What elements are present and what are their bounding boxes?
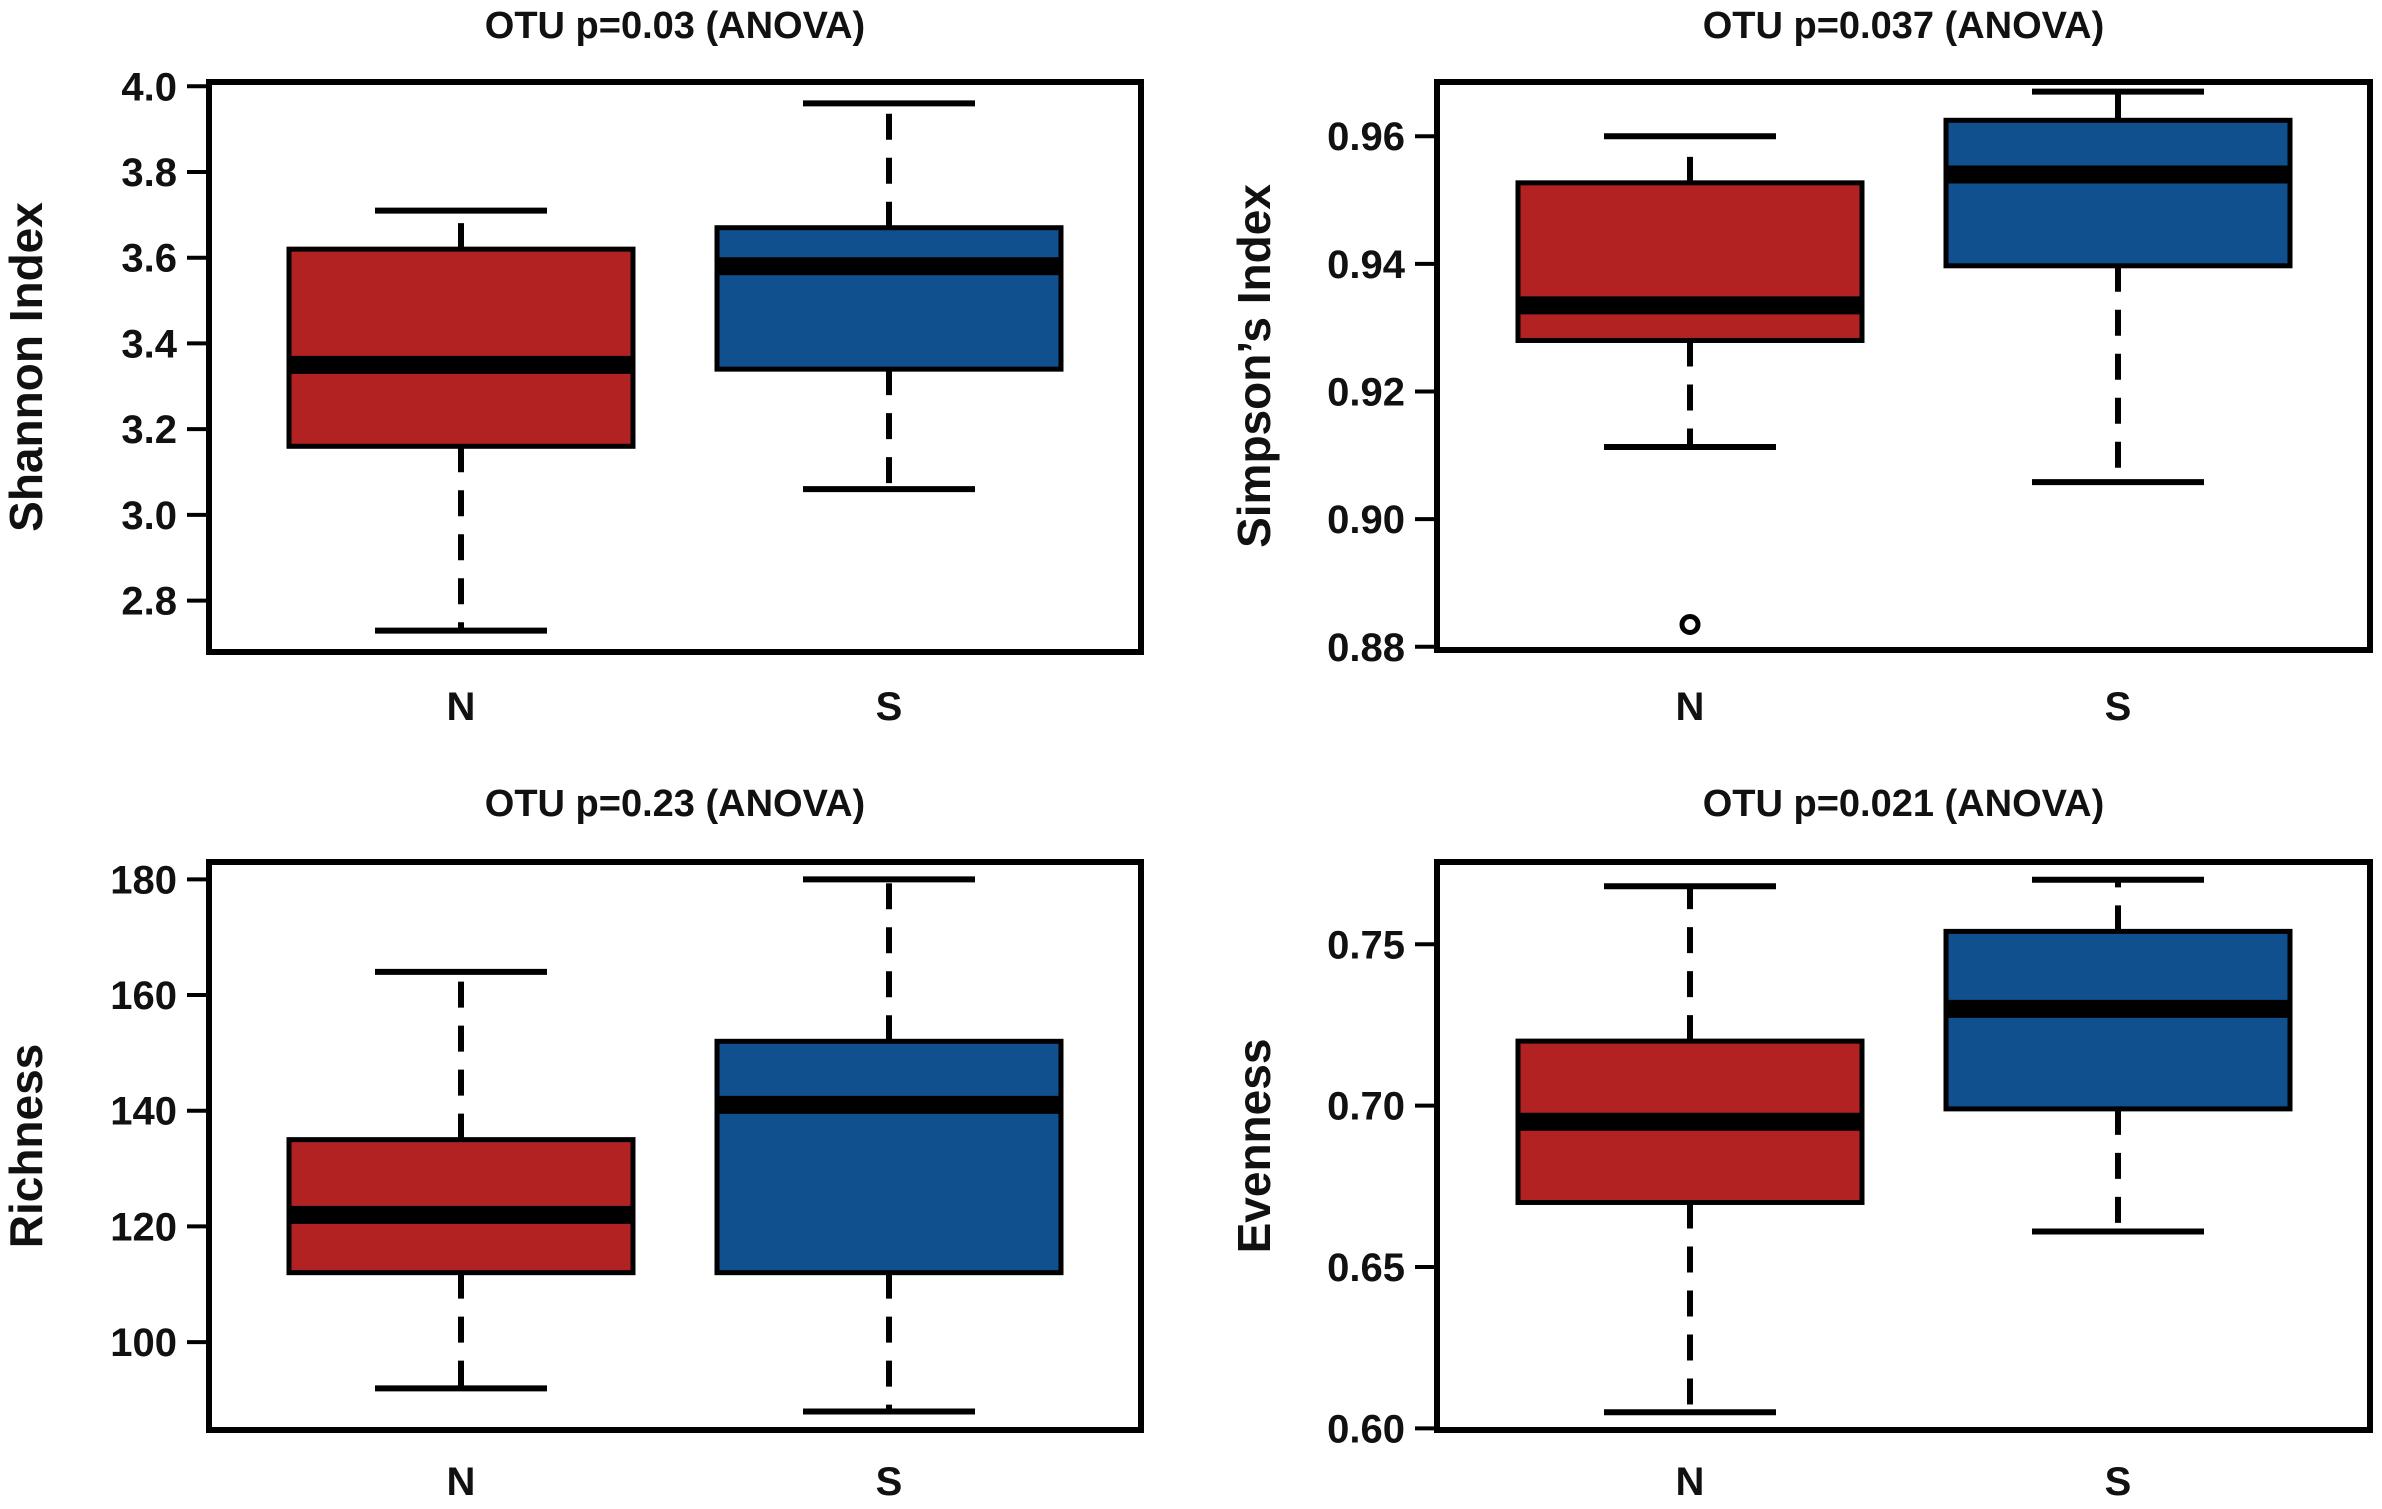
- y-tick-label: 3.2: [121, 408, 177, 452]
- chart-panel-1: OTU p=0.03 (ANOVA) Shannon Index 2.8 3.0 3.2…: [0, 5, 1144, 729]
- y-tick-label: 3.8: [121, 151, 177, 195]
- chart-title: OTU p=0.03 (ANOVA): [485, 5, 865, 47]
- box-N: [286, 207, 636, 634]
- y-tick-label: 120: [110, 1205, 177, 1249]
- chart-panel-3: OTU p=0.23 (ANOVA) Richness 100 120 140 160 18…: [0, 783, 1144, 1504]
- x-tick-label: S: [876, 1460, 903, 1504]
- y-tick-label: 0.60: [1327, 1407, 1405, 1451]
- y-tick-label: 2.8: [121, 580, 177, 624]
- y-tick-label: 4.0: [121, 65, 177, 109]
- x-tick-label: N: [1676, 1460, 1705, 1504]
- x-tick-label: S: [876, 685, 903, 729]
- x-tick-label: S: [2105, 1460, 2132, 1504]
- y-tick-label: 0.96: [1327, 115, 1405, 159]
- x-tick-label: N: [447, 1460, 476, 1504]
- y-tick-label: 0.88: [1327, 626, 1405, 670]
- iqr-box: [1943, 117, 2293, 269]
- chart-panel-2: OTU p=0.037 (ANOVA) Simpson’s Index 0.88 0.…: [1228, 5, 2373, 729]
- y-tick-label: 0.94: [1327, 243, 1406, 287]
- box-S: [1943, 88, 2293, 486]
- chart-title: OTU p=0.021 (ANOVA): [1703, 783, 2105, 825]
- y-tick-label: 100: [110, 1321, 177, 1365]
- iqr-box: [714, 225, 1064, 372]
- y-axis-label: Evenness: [1228, 1039, 1280, 1254]
- y-tick-label: 0.70: [1327, 1085, 1405, 1129]
- y-tick-label: 0.90: [1327, 498, 1405, 542]
- outlier-point: [1679, 613, 1701, 635]
- y-axis-label: Richness: [0, 1044, 52, 1249]
- plot-frame: [206, 79, 1144, 655]
- iqr-box: [286, 246, 636, 449]
- box-N: [1515, 133, 1865, 635]
- plot-frame: [1434, 859, 2373, 1433]
- y-tick-label: 160: [110, 974, 177, 1018]
- y-tick-label: 180: [110, 858, 177, 902]
- box-N: [1515, 883, 1865, 1416]
- box-N: [286, 968, 636, 1392]
- chart-title: OTU p=0.23 (ANOVA): [485, 783, 865, 825]
- x-tick-label: N: [447, 685, 476, 729]
- box-S: [714, 100, 1064, 493]
- iqr-box: [714, 1038, 1064, 1276]
- y-tick-label: 0.92: [1327, 371, 1405, 415]
- iqr-box: [1515, 180, 1865, 343]
- chart-panel-4: OTU p=0.021 (ANOVA) Evenness 0.60 0.65 0.70 0…: [1228, 783, 2373, 1504]
- chart-title: OTU p=0.037 (ANOVA): [1703, 5, 2105, 47]
- y-tick-label: 3.0: [121, 494, 177, 538]
- iqr-box: [1943, 928, 2293, 1112]
- y-tick-label: 140: [110, 1090, 177, 1134]
- box-S: [1943, 876, 2293, 1235]
- y-tick-label: 0.75: [1327, 923, 1405, 967]
- y-axis-label: Shannon Index: [0, 202, 52, 532]
- y-tick-label: 3.6: [121, 237, 177, 281]
- y-axis-label: Simpson’s Index: [1228, 184, 1280, 548]
- box-S: [714, 876, 1064, 1415]
- y-tick-label: 3.4: [121, 322, 177, 366]
- plot-frame: [1434, 79, 2373, 653]
- plot-frame: [206, 859, 1144, 1433]
- x-tick-label: N: [1676, 685, 1705, 729]
- y-tick-label: 0.65: [1327, 1246, 1405, 1290]
- x-tick-label: S: [2105, 685, 2132, 729]
